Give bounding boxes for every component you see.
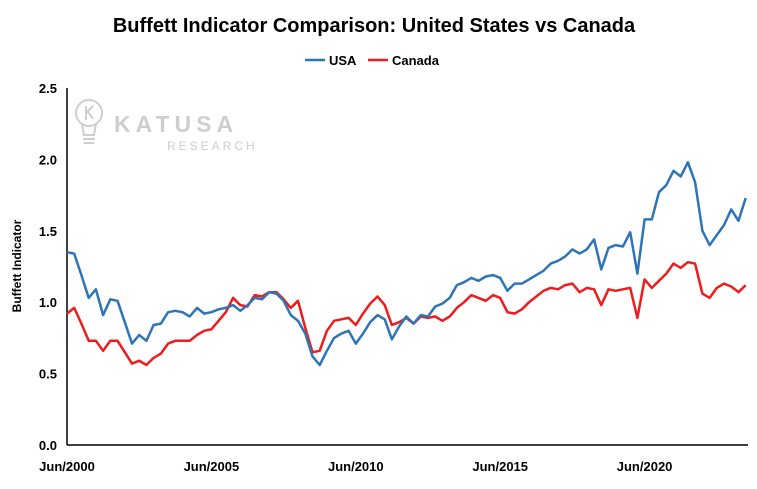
watermark-sub: RESEARCH <box>167 139 258 153</box>
katusa-watermark: KATUSA RESEARCH <box>75 99 258 153</box>
chart-title: Buffett Indicator Comparison: United Sta… <box>113 15 636 37</box>
y-axis-title: Buffett Indicator <box>10 219 24 312</box>
legend-label-canada: Canada <box>392 53 440 68</box>
y-tick-label: 0.0 <box>39 438 57 453</box>
x-tick-label: Jun/2005 <box>184 459 240 474</box>
y-tick-label: 1.0 <box>39 295 57 310</box>
x-tick-label: Jun/2020 <box>617 459 673 474</box>
x-tick-label: Jun/2015 <box>472 459 528 474</box>
legend-label-usa: USA <box>329 53 357 68</box>
series-line-canada <box>66 260 747 367</box>
x-tick-label: Jun/2000 <box>39 459 95 474</box>
series-layer <box>66 161 747 367</box>
x-tick-label: Jun/2010 <box>328 459 384 474</box>
y-tick-label: 2.0 <box>39 152 57 167</box>
legend-entry-usa[interactable]: USA <box>305 53 357 68</box>
x-axis-ticks: Jun/2000 Jun/2005 Jun/2010 Jun/2015 Jun/2020 <box>39 459 672 474</box>
y-tick-label: 1.5 <box>39 224 57 239</box>
y-axis-ticks: 0.0 0.5 1.0 1.5 2.0 2.5 <box>39 81 57 453</box>
series-line-usa <box>66 161 747 367</box>
y-tick-label: 2.5 <box>39 81 57 96</box>
legend-entry-canada[interactable]: Canada <box>368 53 440 68</box>
y-tick-label: 0.5 <box>39 367 57 382</box>
legend: USA Canada <box>305 53 440 68</box>
watermark-brand: KATUSA <box>114 111 238 137</box>
lightbulb-logo-icon <box>75 99 103 144</box>
